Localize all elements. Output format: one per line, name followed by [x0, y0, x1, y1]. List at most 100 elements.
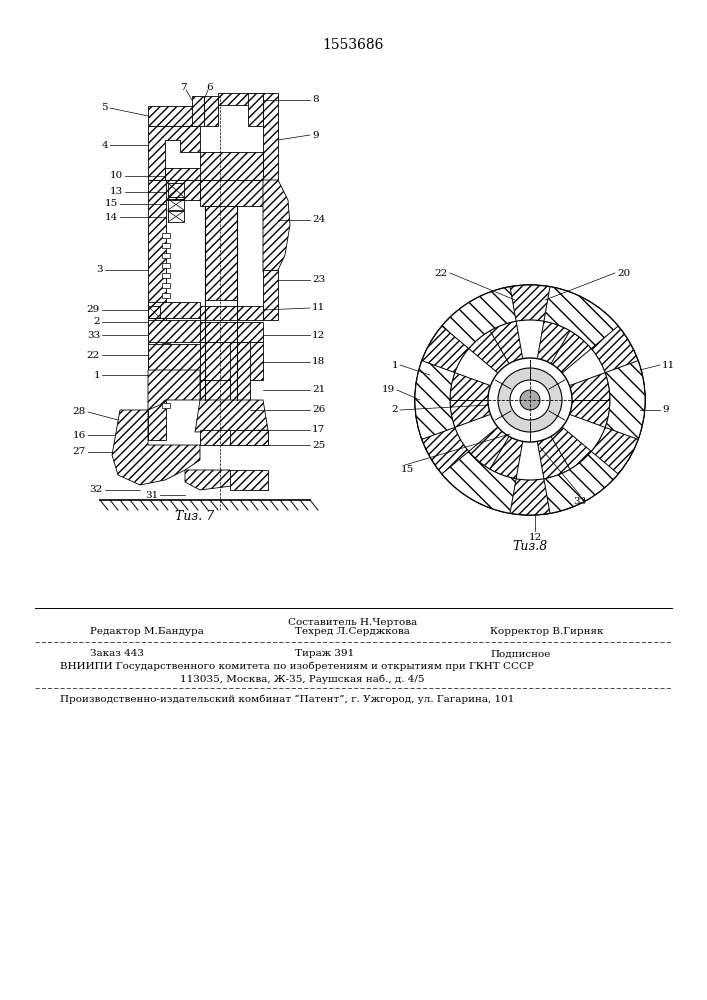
- Text: Τиз. 7: Τиз. 7: [175, 510, 215, 524]
- Bar: [162, 283, 170, 288]
- Wedge shape: [544, 287, 618, 349]
- Bar: [200, 180, 263, 206]
- Bar: [200, 342, 263, 380]
- Wedge shape: [530, 321, 591, 400]
- Circle shape: [415, 285, 645, 515]
- Text: 1: 1: [93, 370, 100, 379]
- Bar: [168, 199, 184, 210]
- Text: 11: 11: [662, 360, 675, 369]
- Text: 25: 25: [312, 440, 325, 450]
- Bar: [204, 96, 218, 126]
- Text: 21: 21: [312, 385, 325, 394]
- Bar: [148, 306, 160, 318]
- Bar: [162, 353, 170, 358]
- Bar: [162, 323, 170, 328]
- Wedge shape: [469, 400, 530, 479]
- Text: Производственно-издательский комбинат “Патент”, г. Ужгород, ул. Гагарина, 101: Производственно-издательский комбинат “П…: [60, 694, 515, 704]
- Text: 7: 7: [180, 84, 187, 93]
- Bar: [162, 293, 170, 298]
- Text: Составитель Н.Чертова: Составитель Н.Чертова: [288, 618, 418, 627]
- Wedge shape: [605, 361, 645, 439]
- Text: 2: 2: [392, 406, 398, 414]
- Bar: [218, 93, 263, 105]
- Bar: [162, 383, 170, 388]
- Wedge shape: [442, 451, 516, 513]
- Bar: [230, 470, 268, 490]
- Text: Заказ 443: Заказ 443: [90, 650, 144, 658]
- Wedge shape: [415, 361, 455, 439]
- Bar: [148, 106, 200, 126]
- Bar: [168, 211, 184, 222]
- Bar: [200, 152, 263, 180]
- Bar: [162, 233, 170, 238]
- Text: 8: 8: [312, 96, 319, 104]
- Text: 113035, Москва, Ж-35, Раушская наб., д. 4/5: 113035, Москва, Ж-35, Раушская наб., д. …: [180, 674, 424, 684]
- Polygon shape: [263, 180, 290, 272]
- Text: 16: 16: [73, 430, 86, 440]
- Bar: [165, 168, 217, 180]
- Text: Подписное: Подписное: [490, 650, 550, 658]
- Text: 11: 11: [312, 304, 325, 312]
- Bar: [162, 393, 170, 398]
- Text: 28: 28: [73, 408, 86, 416]
- Text: 3: 3: [96, 265, 103, 274]
- Text: 10: 10: [110, 172, 123, 180]
- Circle shape: [488, 358, 572, 442]
- Bar: [230, 342, 250, 410]
- Text: 17: 17: [312, 426, 325, 434]
- Text: Τиз.8: Τиз.8: [513, 540, 548, 554]
- Bar: [162, 303, 170, 308]
- Bar: [162, 403, 170, 408]
- Text: 27: 27: [73, 448, 86, 456]
- Text: 19: 19: [382, 385, 395, 394]
- Bar: [192, 96, 204, 126]
- Text: 24: 24: [312, 216, 325, 225]
- Text: 18: 18: [312, 358, 325, 366]
- Circle shape: [510, 380, 550, 420]
- Text: Редактор М.Бандура: Редактор М.Бандура: [90, 628, 204, 637]
- Bar: [263, 93, 278, 180]
- Text: ВНИИПИ Государственного комитета по изобретениям и открытиям при ГКНТ СССР: ВНИИПИ Государственного комитета по изоб…: [60, 661, 534, 671]
- Bar: [200, 322, 263, 342]
- Text: 2: 2: [93, 318, 100, 326]
- Polygon shape: [195, 400, 268, 432]
- Bar: [165, 180, 200, 200]
- Text: 33: 33: [573, 497, 587, 506]
- Text: 15: 15: [105, 200, 118, 209]
- Text: 26: 26: [312, 406, 325, 414]
- Bar: [162, 273, 170, 278]
- Bar: [168, 183, 184, 197]
- Text: Техред Л.Серджкова: Техред Л.Серджкова: [295, 628, 410, 637]
- Bar: [148, 302, 200, 318]
- Bar: [148, 320, 200, 342]
- Circle shape: [498, 368, 562, 432]
- Text: 12: 12: [312, 330, 325, 340]
- Bar: [162, 313, 170, 318]
- Wedge shape: [450, 373, 530, 427]
- Wedge shape: [544, 451, 618, 513]
- Polygon shape: [148, 126, 200, 180]
- Circle shape: [520, 390, 540, 410]
- Wedge shape: [530, 373, 610, 427]
- Text: 6: 6: [206, 84, 214, 93]
- Bar: [263, 270, 278, 320]
- Text: 5: 5: [101, 104, 108, 112]
- Text: 22: 22: [435, 268, 448, 277]
- Bar: [205, 206, 237, 300]
- Wedge shape: [530, 400, 591, 479]
- Text: 13: 13: [110, 188, 123, 196]
- Text: 15: 15: [400, 465, 414, 474]
- Text: 20: 20: [617, 268, 630, 277]
- Text: 9: 9: [312, 130, 319, 139]
- Text: 29: 29: [87, 306, 100, 314]
- Bar: [200, 430, 268, 445]
- Bar: [162, 263, 170, 268]
- Bar: [162, 253, 170, 258]
- Text: 14: 14: [105, 213, 118, 222]
- Text: 12: 12: [528, 533, 542, 542]
- Bar: [230, 430, 268, 445]
- Wedge shape: [415, 285, 645, 515]
- Text: 22: 22: [87, 351, 100, 360]
- Text: 1: 1: [392, 360, 398, 369]
- Bar: [200, 380, 230, 400]
